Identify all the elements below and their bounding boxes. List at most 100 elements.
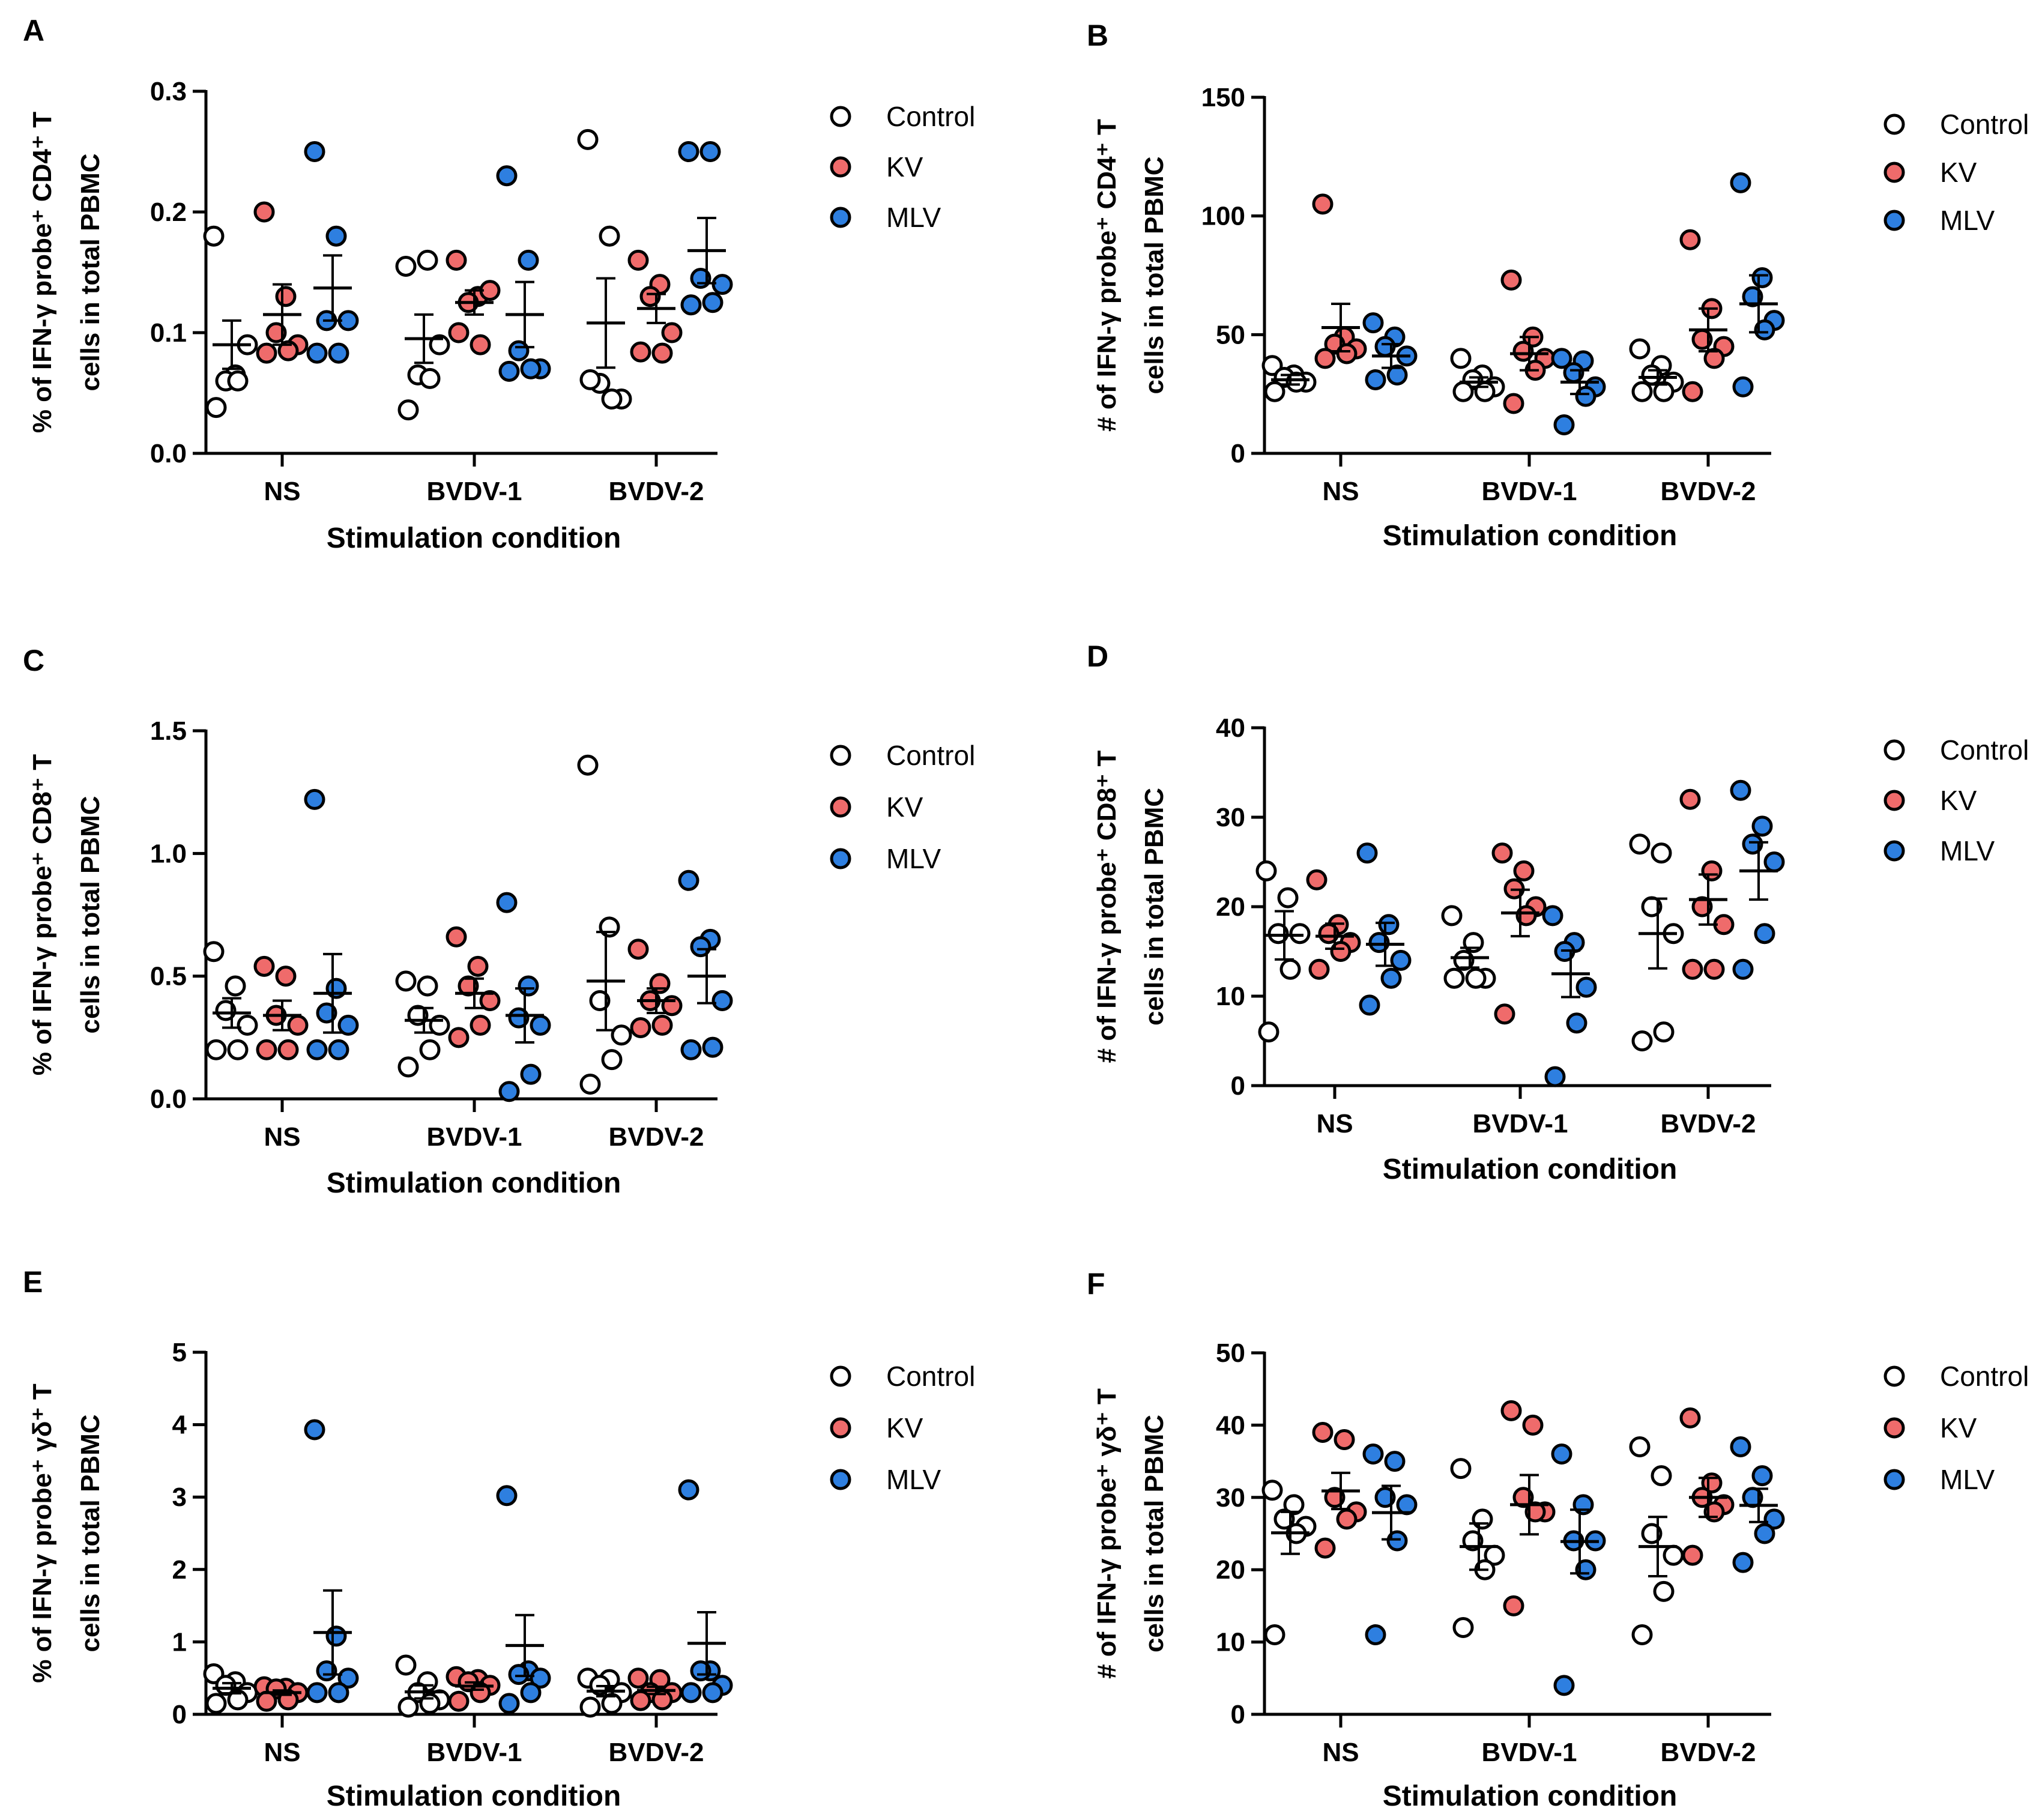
data-point-mlv [508, 1664, 530, 1685]
data-point-kv [1679, 229, 1701, 250]
x-axis-title: Stimulation condition [327, 1167, 621, 1199]
data-point-kv [1312, 1421, 1334, 1443]
data-point-kv [1512, 1487, 1534, 1508]
data-point-kv [253, 201, 275, 223]
data-point-mlv [702, 1036, 723, 1058]
data-point-kv [1691, 896, 1713, 918]
y-tick-label: 0.0 [150, 439, 187, 468]
data-point-control [1267, 923, 1289, 945]
data-point-mlv [678, 141, 699, 162]
panel-letter: E [23, 1265, 43, 1299]
y-tick-label: 20 [1216, 1555, 1245, 1585]
data-point-mlv [1730, 172, 1751, 193]
data-point-kv [1513, 860, 1535, 881]
y-tick-label: 0 [1231, 1071, 1245, 1101]
data-point-control [205, 1693, 227, 1714]
data-point-kv [639, 286, 661, 307]
data-point-mlv [1386, 364, 1408, 386]
legend-marker-mlv [1883, 1469, 1905, 1490]
y-tick-label: 0 [172, 1700, 187, 1729]
y-tick-label: 40 [1216, 1410, 1245, 1440]
data-point-kv [253, 955, 275, 977]
legend-label-control: Control [1940, 1361, 2029, 1392]
data-point-mlv [328, 1039, 349, 1060]
data-point-kv [275, 966, 297, 987]
data-point-control [1277, 887, 1299, 908]
panel-letter: A [23, 14, 44, 47]
data-point-kv [1701, 860, 1723, 881]
y-tick-label: 1 [172, 1627, 187, 1657]
data-point-control [397, 1056, 419, 1078]
y-tick-label: 100 [1201, 202, 1245, 231]
data-point-control [397, 399, 419, 421]
legend-marker-kv [1883, 162, 1905, 183]
data-point-mlv [1730, 779, 1751, 801]
data-point-control [1631, 1030, 1653, 1051]
legend-marker-control [1883, 1365, 1905, 1387]
y-tick-label: 4 [172, 1410, 187, 1440]
data-point-control [227, 1689, 249, 1711]
legend-marker-kv [1883, 1417, 1905, 1439]
data-point-kv [1503, 1595, 1524, 1616]
data-point-mlv [1551, 1444, 1572, 1465]
data-point-kv [1491, 842, 1513, 864]
panel-b: B 0 50 100 150 NS BVDV-1 BVDV-2 Stimulation cond… [1087, 19, 2029, 552]
data-point-mlv [1754, 1523, 1775, 1544]
y-tick-label: 1.5 [150, 716, 187, 746]
y-axis-title-line2: cells in total PBMC [76, 796, 105, 1033]
legend-marker-control [830, 106, 851, 127]
data-point-mlv [1365, 1624, 1386, 1646]
data-point-mlv [680, 1682, 702, 1704]
legend-marker-kv [1883, 790, 1905, 811]
y-tick-label: 2 [172, 1555, 187, 1585]
x-tick-label: NS [264, 477, 300, 506]
data-point-kv [467, 955, 489, 977]
legend-label-control: Control [886, 740, 975, 771]
data-point-kv [630, 1017, 651, 1038]
x-tick-label: BVDV-2 [609, 1122, 704, 1152]
data-point-mlv [1751, 1465, 1773, 1487]
data-point-kv [470, 334, 491, 355]
data-point-control [395, 1654, 417, 1676]
data-point-control [1629, 833, 1651, 855]
data-point-mlv [304, 788, 325, 810]
data-point-control [1264, 1624, 1285, 1646]
data-point-control [395, 970, 417, 992]
data-point-control [419, 367, 441, 389]
y-tick-label: 0 [1231, 439, 1245, 468]
data-point-mlv [1551, 348, 1572, 369]
data-point-control [1285, 371, 1307, 393]
data-point-mlv [496, 892, 518, 913]
x-tick-label: NS [1322, 1738, 1359, 1767]
panel-letter: D [1087, 639, 1108, 673]
panel-f: F 0 10 20 30 40 50 NS BVDV-1 BVDV-2 Stimulation co… [1087, 1267, 2029, 1812]
data-point-mlv [1763, 1508, 1785, 1530]
data-point-mlv [1542, 905, 1563, 927]
data-point-kv [1500, 269, 1522, 291]
data-point-kv [1524, 1501, 1546, 1523]
data-point-control [227, 370, 249, 392]
data-point-control [1631, 1624, 1653, 1646]
x-tick-label: BVDV-1 [427, 477, 522, 506]
legend-label-kv: KV [886, 151, 923, 183]
data-point-mlv [1763, 851, 1785, 872]
data-point-kv [1679, 788, 1701, 810]
data-point-kv [448, 1027, 470, 1048]
data-point-control [1663, 1544, 1684, 1566]
y-tick-label: 0 [1231, 1700, 1245, 1729]
data-point-control [397, 1696, 419, 1718]
legend-label-control: Control [886, 1361, 975, 1392]
data-point-mlv [1380, 967, 1402, 989]
x-axis-title: Stimulation condition [1383, 520, 1678, 552]
data-point-mlv [304, 1419, 325, 1441]
data-point-kv [1512, 340, 1534, 362]
data-point-mlv [508, 1007, 530, 1029]
data-point-kv [1503, 393, 1524, 414]
x-axis-title: Stimulation condition [327, 522, 621, 554]
data-point-kv [627, 939, 649, 960]
data-point-control [579, 1073, 601, 1095]
data-point-control [1651, 1465, 1672, 1487]
data-point-mlv [304, 141, 325, 162]
data-point-control [419, 1039, 441, 1060]
